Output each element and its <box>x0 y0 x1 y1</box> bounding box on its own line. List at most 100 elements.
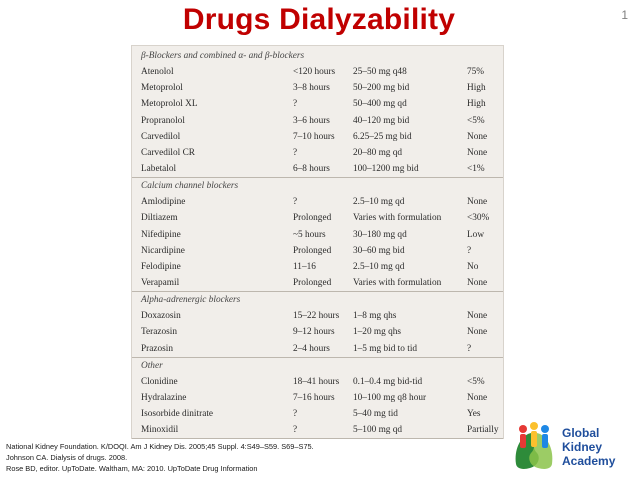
dialyzability: ? <box>467 245 472 256</box>
slide-number: 1 <box>621 8 628 22</box>
table-row: Metoprolol 3–8 hours 50–200 mg bid High <box>132 80 503 96</box>
category-row: Alpha-adrenergic blockers <box>132 292 503 308</box>
references: National Kidney Foundation. K/DOQI. Am J… <box>6 441 314 474</box>
category-row: Calcium channel blockers <box>132 178 503 194</box>
table-row: Verapamil Prolonged Varies with formulatio… <box>132 275 503 293</box>
dose: 30–60 mg bid <box>353 245 405 256</box>
table-row: Minoxidil? 5–100 mg qd Partially <box>132 422 503 440</box>
table-row: Prazosin 2–4 hours 1–5 mg bid to tid? <box>132 341 503 358</box>
table-row: Nifedipine ~5 hours 30–180 mg qd Low <box>132 227 503 243</box>
dose: 50–200 mg bid <box>353 83 410 94</box>
table-row: Carvedilol CR? 20–80 mg qd None <box>132 145 503 161</box>
half-life: 11–16 <box>293 261 316 272</box>
table-row: Hydralazine 7–16 hours 10–100 mg q8 hour No… <box>132 390 503 406</box>
half-life: 9–12 hours <box>293 327 335 338</box>
dose: 1–5 mg bid to tid <box>353 343 418 354</box>
dialyzability: None <box>467 311 488 322</box>
half-life: 15–22 hours <box>293 311 340 322</box>
person-icon-yellow <box>530 422 538 430</box>
half-life: 6–8 hours <box>293 163 330 174</box>
dose: 25–50 mg q48 <box>353 67 407 78</box>
drug-name: Amlodipine <box>141 197 186 208</box>
table-row: Clonidine 18–41 hours 0.1–0.4 mg bid-tid <5… <box>132 374 503 390</box>
half-life: Prolonged <box>293 245 332 256</box>
person-body-blue <box>542 434 548 448</box>
half-life: 2–4 hours <box>293 343 330 354</box>
dose: 2.5–10 mg qd <box>353 261 405 272</box>
drug-name: Prazosin <box>141 343 174 354</box>
half-life: 7–10 hours <box>293 131 335 142</box>
half-life: 3–8 hours <box>293 83 330 94</box>
dialyzability: High <box>467 83 486 94</box>
dialyzability: No <box>467 261 479 272</box>
dialyzability: <30% <box>467 213 490 224</box>
dialyzability: None <box>467 197 488 208</box>
person-body-red <box>520 434 526 448</box>
dose: 50–400 mg qd <box>353 99 407 110</box>
dose: 1–20 mg qhs <box>353 327 402 338</box>
drug-name: Metoprolol XL <box>141 99 198 110</box>
dialyzability: Yes <box>467 409 481 420</box>
drug-table-rows: β-Blockers and combined α- and β-blocker… <box>132 48 503 440</box>
dose: Varies with formulation <box>353 213 442 224</box>
half-life: ? <box>293 409 298 420</box>
half-life: ? <box>293 425 298 436</box>
dose: 20–80 mg qd <box>353 147 403 158</box>
dialyzability: None <box>467 131 488 142</box>
half-life: 7–16 hours <box>293 392 335 403</box>
dialyzability: None <box>467 147 488 158</box>
logo-line-3: Academy <box>562 454 616 468</box>
dose: 5–100 mg qd <box>353 425 403 436</box>
drug-name: Terazosin <box>141 327 178 338</box>
half-life: 18–41 hours <box>293 376 340 387</box>
dose: 40–120 mg bid <box>353 115 410 126</box>
drug-name: Metoprolol <box>141 83 183 94</box>
dialyzability: <5% <box>467 115 485 126</box>
table-row: Carvedilol 7–10 hours 6.25–25 mg bid None <box>132 129 503 145</box>
table-row: Diltiazem Prolonged Varies with formulatio… <box>132 210 503 226</box>
drug-name: Nicardipine <box>141 245 185 256</box>
dose: 1–8 mg qhs <box>353 311 397 322</box>
drug-table: β-Blockers and combined α- and β-blocker… <box>131 45 504 440</box>
dose: 10–100 mg q8 hour <box>353 392 427 403</box>
dose: 0.1–0.4 mg bid-tid <box>353 376 423 387</box>
category-label: β-Blockers and combined α- and β-blocker… <box>141 51 305 61</box>
dialyzability: None <box>467 392 488 403</box>
dose: 5–40 mg tid <box>353 409 398 420</box>
dialyzability: None <box>467 327 488 338</box>
drug-name: Isosorbide dinitrate <box>141 409 214 420</box>
dose: 6.25–25 mg bid <box>353 131 412 142</box>
drug-name: Diltiazem <box>141 213 178 224</box>
table-row: Propranolol 3–6 hours 40–120 mg bid <5% <box>132 113 503 129</box>
category-label: Calcium channel blockers <box>141 181 239 192</box>
drug-name: Propranolol <box>141 115 185 126</box>
dose: 30–180 mg qd <box>353 229 407 240</box>
logo-line-1: Global <box>562 426 599 440</box>
category-label: Other <box>141 360 163 371</box>
reference-2: Johnson CA. Dialysis of drugs. 2008. <box>6 453 128 462</box>
reference-1: National Kidney Foundation. K/DOQI. Am J… <box>6 442 314 451</box>
half-life: ? <box>293 147 298 158</box>
drug-name: Labetalol <box>141 163 177 174</box>
drug-name: Carvedilol CR <box>141 147 195 158</box>
table-row: Metoprolol XL? 50–400 mg qd High <box>132 96 503 112</box>
drug-name: Atenolol <box>141 67 174 78</box>
dialyzability: Partially <box>467 425 499 436</box>
logo-graphic: Global Kidney Academy <box>515 422 616 469</box>
drug-name: Verapamil <box>141 277 180 288</box>
global-kidney-academy-logo: Global Kidney Academy <box>512 420 630 472</box>
drug-name: Carvedilol <box>141 131 181 142</box>
dialyzability: <1% <box>467 163 485 174</box>
category-label: Alpha-adrenergic blockers <box>141 295 241 306</box>
table-row: Isosorbide dinitrate? 5–40 mg tid Yes <box>132 406 503 422</box>
drug-name: Clonidine <box>141 376 178 387</box>
dose: 2.5–10 mg qd <box>353 197 405 208</box>
category-row: Other <box>132 358 503 374</box>
dose: 100–1200 mg bid <box>353 163 419 174</box>
dialyzability: <5% <box>467 376 485 387</box>
table-row: Nicardipine Prolonged 30–60 mg bid? <box>132 243 503 259</box>
table-row: Doxazosin 15–22 hours 1–8 mg qhs None <box>132 308 503 324</box>
reference-3: Rose BD, editor. UpToDate. Waltham, MA: … <box>6 464 258 473</box>
drug-name: Hydralazine <box>141 392 187 403</box>
dialyzability: High <box>467 99 486 110</box>
